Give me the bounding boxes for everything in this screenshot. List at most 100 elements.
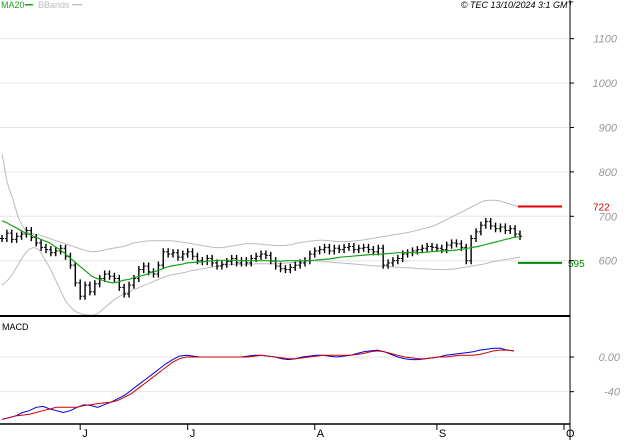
bbands-upper-line — [1, 154, 521, 253]
price-bar — [53, 247, 58, 257]
price-bar — [508, 225, 513, 235]
price-bar — [43, 243, 48, 254]
price-tick-label: 800 — [599, 167, 618, 179]
price-bar — [97, 274, 102, 288]
price-bar — [263, 250, 268, 259]
price-bar — [259, 250, 263, 260]
price-bar — [87, 281, 92, 296]
price-bar — [166, 248, 171, 258]
price-bar — [161, 248, 166, 269]
price-bar — [34, 234, 39, 247]
price-bar — [244, 257, 249, 267]
price-bar — [0, 234, 4, 243]
macd-line — [1, 347, 515, 420]
price-bar — [317, 246, 322, 255]
price-bar — [205, 254, 210, 266]
macd-tick-label: -40 — [604, 387, 621, 399]
price-bar — [503, 223, 508, 235]
price-bar — [488, 218, 493, 230]
price-bar — [219, 260, 224, 270]
price-bar — [288, 263, 293, 274]
price-bar — [342, 243, 347, 254]
macd-tick-label: 0.00 — [599, 352, 621, 364]
price-bar — [395, 254, 400, 265]
price-bar — [420, 244, 425, 254]
price-bar — [9, 229, 14, 243]
price-tick-label: 1000 — [593, 78, 618, 90]
price-bar — [122, 283, 127, 298]
price-bar — [156, 261, 161, 278]
price-bar — [356, 244, 361, 254]
price-bar — [268, 251, 273, 265]
price-bar — [464, 243, 469, 265]
price-bar — [483, 218, 488, 229]
price-bar — [83, 281, 88, 300]
price-bar — [92, 280, 97, 296]
time-tick-label: J — [190, 428, 196, 440]
price-bar — [29, 226, 34, 242]
price-bar — [346, 242, 351, 251]
price-bar — [78, 279, 83, 300]
price-bar — [386, 259, 391, 269]
time-axis: JJASO — [79, 424, 575, 440]
price-bar — [39, 239, 44, 251]
bbands-legend-label: BBands — [38, 0, 70, 10]
price-bar — [327, 243, 332, 255]
price-bar — [498, 223, 503, 233]
price-tick-label: 600 — [599, 256, 618, 268]
price-bar — [307, 250, 312, 265]
signal-line — [1, 349, 515, 420]
price-bar — [283, 265, 288, 274]
time-tick-label: A — [317, 428, 325, 440]
price-bar — [117, 274, 122, 291]
price-bar — [141, 262, 146, 274]
price-bar — [371, 246, 376, 256]
price-bar — [337, 244, 342, 254]
price-bar — [469, 234, 474, 265]
price-bar — [4, 229, 9, 243]
resistance-level-label: 722 — [593, 203, 610, 214]
price-axis: 1100 1000 900 800 700 600 — [570, 34, 618, 268]
ma20-legend-swatch — [25, 4, 33, 6]
price-tick-label: 700 — [599, 211, 618, 223]
ma20-path — [1, 220, 521, 284]
price-bar — [366, 243, 371, 254]
price-bar — [312, 247, 317, 258]
price-bar — [73, 261, 78, 287]
price-bar — [127, 281, 132, 298]
price-bar — [190, 248, 195, 260]
macd-grid — [0, 356, 570, 393]
price-bar — [425, 242, 430, 252]
price-levels: 722 595 — [518, 203, 610, 270]
price-bar — [19, 230, 24, 240]
price-tick-label: 900 — [599, 122, 618, 134]
price-bar — [215, 259, 220, 270]
price-bar — [107, 270, 112, 280]
price-bar — [175, 249, 180, 261]
price-bar — [48, 246, 53, 257]
time-tick-label: S — [439, 428, 446, 440]
macd-axis: 0.00 -40 — [570, 352, 621, 399]
price-bar — [513, 225, 518, 238]
macd-panel-title: MACD — [2, 322, 29, 332]
price-bar — [185, 248, 190, 258]
price-bar — [136, 266, 141, 283]
price-bar — [278, 262, 283, 273]
price-bar — [405, 249, 410, 258]
price-bar — [351, 242, 356, 254]
price-bar — [180, 250, 185, 261]
price-bar — [293, 261, 298, 271]
price-bar — [171, 249, 176, 258]
ma20-line — [1, 220, 521, 284]
price-bar — [478, 221, 483, 236]
price-bars — [0, 218, 522, 300]
price-bar — [239, 257, 244, 267]
price-bar — [14, 232, 19, 243]
price-bar — [493, 222, 498, 233]
price-bar — [430, 242, 435, 251]
price-bar — [381, 244, 386, 269]
price-bar — [224, 258, 229, 268]
price-bar — [454, 239, 459, 248]
price-bar — [518, 230, 522, 240]
